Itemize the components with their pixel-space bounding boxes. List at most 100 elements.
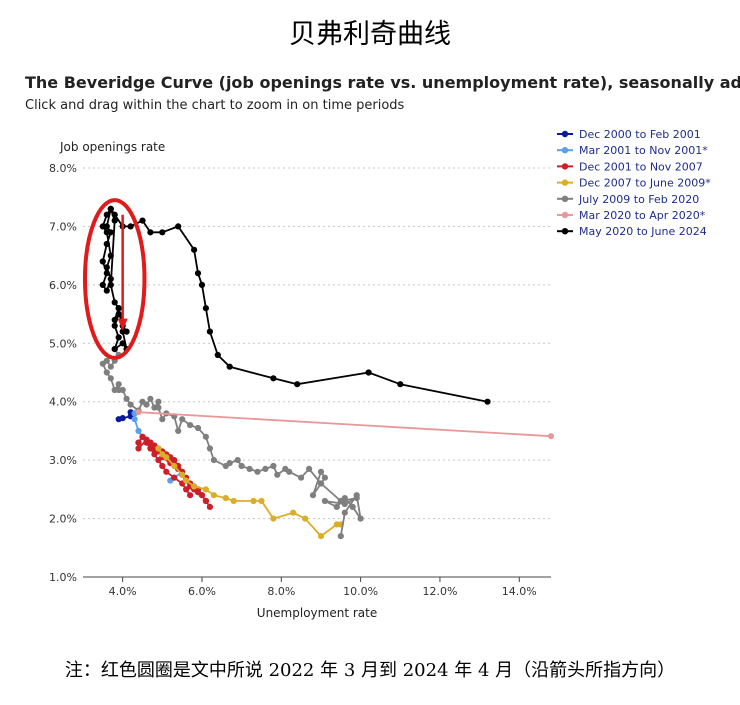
data-point[interactable]: [103, 229, 110, 236]
data-point[interactable]: [341, 509, 348, 516]
data-point[interactable]: [139, 433, 146, 440]
data-point[interactable]: [254, 468, 261, 475]
data-point[interactable]: [191, 246, 198, 253]
data-point[interactable]: [317, 468, 325, 475]
series-4[interactable]: [99, 346, 364, 540]
data-point[interactable]: [107, 205, 114, 212]
data-point[interactable]: [111, 346, 118, 353]
data-point[interactable]: [135, 439, 142, 446]
data-point[interactable]: [198, 492, 206, 499]
data-point[interactable]: [179, 471, 186, 478]
data-point[interactable]: [191, 483, 198, 490]
data-point[interactable]: [238, 462, 245, 470]
data-point[interactable]: [119, 415, 126, 422]
data-point[interactable]: [202, 305, 209, 312]
data-point[interactable]: [127, 223, 134, 230]
data-point[interactable]: [357, 515, 364, 522]
data-point[interactable]: [397, 381, 404, 388]
series-5[interactable]: [135, 409, 555, 440]
data-point[interactable]: [171, 474, 178, 481]
data-point[interactable]: [107, 363, 114, 370]
data-point[interactable]: [206, 445, 213, 452]
data-point[interactable]: [321, 497, 328, 505]
series-6[interactable]: [99, 205, 491, 405]
data-point[interactable]: [103, 357, 110, 364]
data-point[interactable]: [230, 497, 237, 505]
data-point[interactable]: [115, 311, 122, 318]
data-point[interactable]: [337, 497, 344, 505]
data-point[interactable]: [111, 386, 118, 394]
data-point[interactable]: [135, 445, 142, 452]
data-point[interactable]: [262, 465, 269, 472]
data-point[interactable]: [107, 252, 114, 259]
data-point[interactable]: [107, 281, 114, 288]
data-point[interactable]: [302, 515, 309, 522]
data-point[interactable]: [119, 340, 126, 347]
data-point[interactable]: [206, 328, 213, 335]
data-point[interactable]: [175, 223, 182, 230]
data-point[interactable]: [270, 375, 277, 382]
data-point[interactable]: [298, 474, 305, 481]
data-point[interactable]: [282, 465, 289, 472]
data-point[interactable]: [234, 457, 241, 464]
data-point[interactable]: [317, 533, 325, 540]
data-point[interactable]: [107, 275, 114, 283]
legend-item[interactable]: May 2020 to June 2024: [557, 225, 707, 238]
data-point[interactable]: [337, 533, 344, 540]
data-point[interactable]: [222, 462, 229, 470]
data-point[interactable]: [202, 433, 209, 440]
data-point[interactable]: [139, 217, 146, 224]
data-point[interactable]: [187, 492, 194, 499]
series-3[interactable]: [155, 445, 344, 540]
legend-item[interactable]: Dec 2000 to Feb 2001: [557, 128, 701, 141]
series-0[interactable]: [115, 409, 134, 423]
data-point[interactable]: [159, 229, 166, 236]
data-point[interactable]: [290, 509, 297, 516]
series-2[interactable]: [135, 433, 213, 510]
data-point[interactable]: [103, 270, 110, 277]
data-point[interactable]: [222, 495, 229, 502]
data-point[interactable]: [202, 486, 209, 493]
data-point[interactable]: [206, 503, 213, 510]
data-point[interactable]: [115, 305, 122, 312]
data-point[interactable]: [147, 229, 154, 236]
data-point[interactable]: [210, 457, 217, 464]
data-point[interactable]: [123, 395, 130, 402]
data-point[interactable]: [198, 281, 206, 288]
data-point[interactable]: [99, 281, 106, 288]
data-point[interactable]: [163, 468, 170, 475]
data-point[interactable]: [365, 369, 372, 376]
data-point[interactable]: [127, 401, 134, 408]
data-point[interactable]: [187, 422, 194, 429]
legend-item[interactable]: Mar 2020 to Apr 2020*: [557, 209, 706, 222]
data-point[interactable]: [111, 322, 118, 329]
data-point[interactable]: [274, 471, 281, 478]
data-point[interactable]: [123, 328, 130, 335]
data-point[interactable]: [246, 465, 253, 472]
data-point[interactable]: [135, 427, 142, 434]
data-point[interactable]: [171, 462, 178, 470]
data-point[interactable]: [349, 503, 356, 510]
data-point[interactable]: [258, 497, 265, 505]
data-point[interactable]: [163, 454, 170, 461]
data-point[interactable]: [111, 316, 118, 323]
data-point[interactable]: [202, 497, 209, 505]
data-point[interactable]: [111, 217, 118, 224]
data-point[interactable]: [270, 462, 277, 470]
data-point[interactable]: [210, 492, 217, 499]
data-point[interactable]: [103, 264, 110, 271]
data-point[interactable]: [135, 409, 142, 416]
data-point[interactable]: [321, 474, 328, 481]
data-point[interactable]: [99, 258, 106, 265]
legend[interactable]: Dec 2000 to Feb 2001 Mar 2001 to Nov 2001…: [557, 128, 711, 238]
data-point[interactable]: [250, 497, 257, 505]
data-point[interactable]: [294, 381, 301, 388]
data-point[interactable]: [194, 270, 202, 277]
legend-item[interactable]: Mar 2001 to Nov 2001*: [557, 144, 708, 157]
data-point[interactable]: [317, 480, 325, 487]
data-point[interactable]: [159, 462, 166, 470]
data-point[interactable]: [547, 433, 555, 440]
data-point[interactable]: [353, 495, 360, 502]
data-point[interactable]: [115, 334, 122, 341]
